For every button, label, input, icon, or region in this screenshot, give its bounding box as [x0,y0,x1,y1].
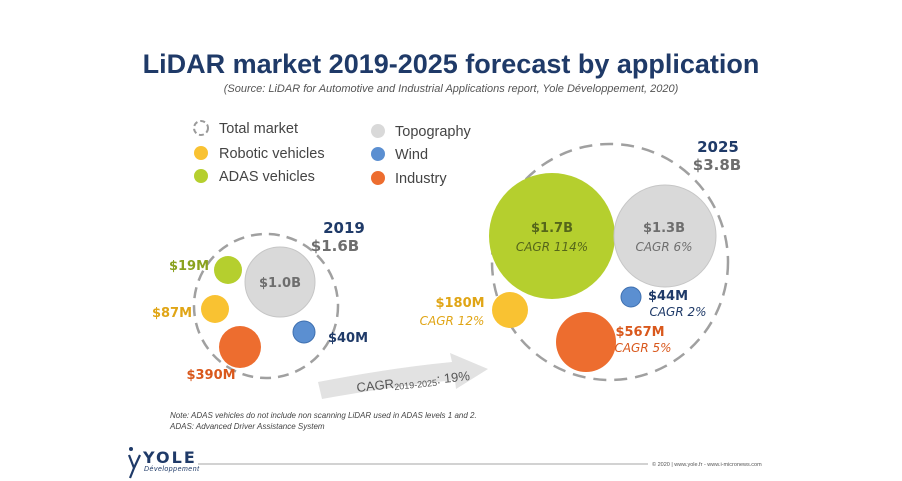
overall-cagr-label: CAGR2019-2025: 19% [356,368,471,396]
total-2025-label: $3.8B [693,156,741,174]
legend-industry-icon [371,171,385,185]
total-market-2019-circle [192,232,340,380]
legend-wind: Wind [395,147,428,163]
bubble-2025-topography [613,184,717,288]
label-2019-topography: $1.0B [259,276,301,291]
label-2025-robotic: $180M [435,296,484,311]
bubble-2019-topography [244,246,316,318]
cagr-2025-adas: CAGR 114% [516,240,588,254]
growth-arrow-shape [318,353,488,399]
label-2019-wind: $40M [328,331,368,346]
legend-total-market: Total market [219,121,298,137]
label-2025-topography: $1.3B [643,221,685,236]
yole-logo: YOLE Développement [127,447,200,479]
legend-wind-icon [371,147,385,161]
footer-text: © 2020 | www.yole.fr - www.i-micronews.c… [652,461,762,468]
bubble-2025-industry [556,312,616,372]
label-2019-adas: $19M [169,259,209,274]
yole-logo-dot-icon [129,447,133,451]
bubble-2019-wind [292,320,316,344]
legend-robotic-vehicles-icon [194,146,208,160]
group-2025: 2025 $3.8B $1.7B CAGR 114% $1.3B CAGR 6%… [420,138,741,382]
cagr-2025-industry: CAGR 5% [614,341,671,355]
bubble-2025-robotic [492,292,528,328]
legend-total-market-icon [193,120,209,136]
logo-sub: Développement [144,466,200,473]
note-line-1: Note: ADAS vehicles do not include non s… [170,411,477,420]
legend-topography-icon [371,124,385,138]
cagr-2025-topography: CAGR 6% [635,240,692,254]
bubble-2025-adas [489,173,615,299]
year-2025-label: 2025 [697,138,739,156]
legend-adas-vehicles-icon [194,169,208,183]
legend-topography: Topography [395,124,472,140]
legend-industry: Industry [395,171,447,187]
legend: Total market Robotic vehicles ADAS vehic… [193,120,472,187]
label-2025-adas: $1.7B [531,221,573,236]
chart-title: LiDAR market 2019-2025 forecast by appli… [143,49,760,79]
label-2025-wind: $44M [648,289,688,304]
cagr-2025-wind: CAGR 2% [649,305,706,319]
label-2019-robotic: $87M [152,306,192,321]
label-2025-industry: $567M [615,325,664,340]
cagr-2025-robotic: CAGR 12% [420,314,485,328]
total-market-2025-circle [490,142,730,382]
growth-arrow: CAGR2019-2025: 19% [318,353,488,399]
bubble-2019-adas [214,256,242,284]
bubble-2019-industry [219,326,261,368]
group-2019: 2019 $1.6B $1.0B $19M $87M $390M $40M [152,219,368,383]
logo-name: YOLE [142,448,197,467]
year-2019-label: 2019 [323,219,365,237]
chart-source: (Source: LiDAR for Automotive and Indust… [224,83,679,95]
bubble-2019-robotic [201,295,229,323]
legend-robotic-vehicles: Robotic vehicles [219,146,325,162]
yole-logo-mark-icon [127,454,141,479]
total-2019-label: $1.6B [311,237,359,255]
bubble-2025-wind [620,286,642,308]
note-line-2: ADAS: Advanced Driver Assistance System [169,422,325,431]
legend-adas-vehicles: ADAS vehicles [219,169,315,185]
label-2019-industry: $390M [186,368,235,383]
